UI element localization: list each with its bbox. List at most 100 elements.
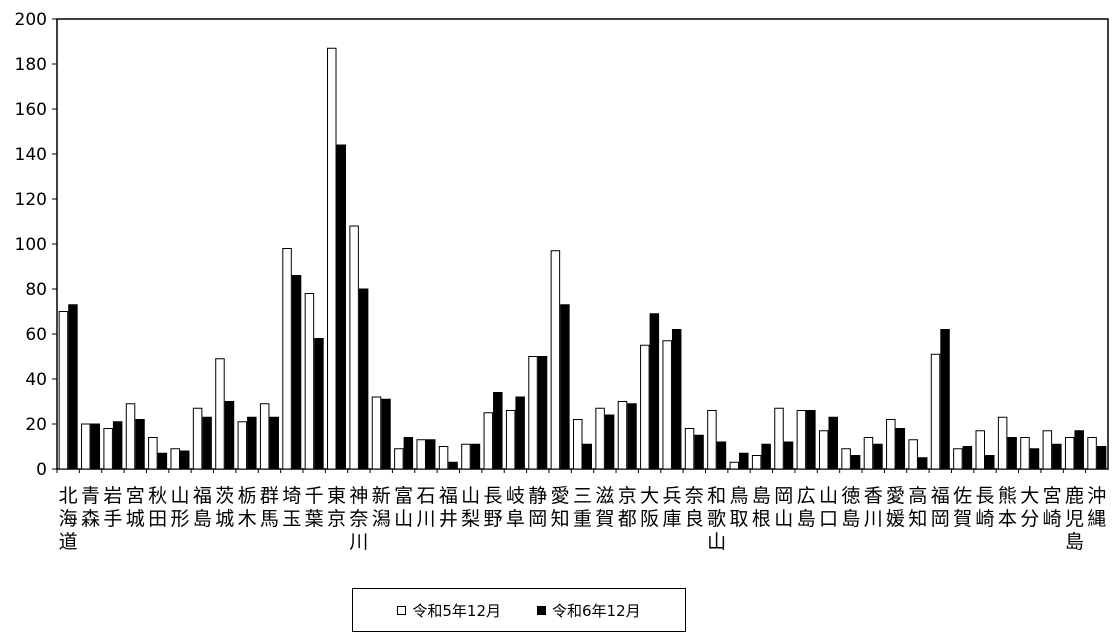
bar-r5	[751, 455, 762, 470]
x-tick-label: 宮城	[126, 485, 145, 530]
bar-r5	[103, 428, 113, 470]
bar-r6	[962, 446, 973, 470]
x-tick-label: 秋田	[148, 485, 167, 530]
x-tick-label: 栃木	[238, 485, 257, 530]
bar-r5	[461, 443, 471, 470]
bar-r6	[68, 304, 78, 470]
bar-r6	[716, 441, 727, 470]
x-tick-label: 石川	[416, 485, 435, 530]
x-tick-label: 大分	[1020, 485, 1039, 530]
bar-r5	[684, 428, 695, 470]
x-tick-label: 新潟	[372, 485, 391, 530]
y-tick-label: 100	[15, 235, 47, 255]
x-tick-label: 大阪	[640, 485, 659, 530]
bar-r6	[537, 356, 548, 470]
bar-r6	[224, 401, 235, 470]
bar-r6	[828, 416, 838, 470]
x-tick-label: 宮崎	[1043, 485, 1062, 530]
bar-r6	[1007, 437, 1017, 470]
bar-r6	[112, 421, 123, 470]
bar-r5	[349, 225, 359, 470]
bar-r5	[438, 446, 449, 470]
bar-r5	[215, 358, 225, 470]
bar-r5	[863, 437, 874, 470]
y-tick-label: 120	[15, 190, 47, 210]
bar-r5	[908, 439, 918, 470]
bar-r6	[202, 416, 212, 470]
bar-r6	[157, 452, 168, 470]
bar-r5	[483, 412, 494, 470]
x-tick-label: 青森	[81, 485, 100, 530]
bar-r5	[774, 407, 784, 470]
x-tick-label: 長崎	[976, 485, 995, 530]
bar-r5	[729, 461, 740, 470]
x-tick-label: 長野	[484, 485, 503, 530]
legend-label-series-2: 令和6年12月	[552, 601, 641, 620]
bar-r5	[1020, 437, 1030, 470]
bar-r5	[237, 421, 248, 470]
y-tick-label: 160	[15, 100, 47, 120]
bar-r6	[179, 450, 190, 470]
bar-r6	[470, 443, 481, 470]
x-tick-label: 鹿児島	[1065, 485, 1084, 553]
bar-r5	[1042, 430, 1053, 470]
bar-r6	[1074, 430, 1084, 470]
bar-r5	[953, 448, 963, 470]
x-tick-label: 広島	[797, 485, 816, 530]
y-tick-label: 0	[36, 460, 47, 480]
y-tick-label: 80	[25, 280, 47, 300]
x-tick-label: 岡山	[774, 485, 793, 530]
bar-r6	[560, 304, 570, 470]
bar-r5	[617, 401, 628, 470]
bar-r6	[269, 416, 279, 470]
x-tick-label: 富山	[394, 485, 413, 530]
bar-r6	[90, 423, 101, 470]
bar-r5	[595, 407, 605, 470]
x-tick-label: 佐賀	[953, 485, 972, 530]
bar-r5	[125, 403, 136, 470]
x-tick-label: 愛媛	[886, 485, 905, 530]
x-tick-label: 山形	[170, 485, 189, 530]
bar-r5	[573, 419, 583, 470]
x-tick-label: 福島	[193, 485, 212, 530]
x-tick-label: 福井	[439, 485, 458, 530]
bar-r5	[818, 430, 829, 470]
legend: 令和5年12月 令和6年12月	[352, 588, 686, 632]
bar-r5	[796, 410, 807, 470]
bar-r5	[640, 344, 650, 470]
bar-r6	[873, 443, 883, 470]
bar-r5	[170, 448, 180, 470]
bar-r5	[327, 47, 337, 470]
x-tick-label: 千葉	[305, 485, 324, 530]
bar-r6	[515, 396, 525, 470]
bar-r6	[649, 313, 660, 470]
bar-r5	[192, 407, 203, 470]
bar-r6	[627, 403, 637, 470]
y-tick-label: 20	[25, 415, 47, 435]
bar-r6	[761, 443, 771, 470]
bar-r5	[550, 250, 561, 470]
bar-r5	[662, 340, 672, 470]
bar-r6	[336, 144, 347, 470]
x-tick-label: 島根	[752, 485, 771, 530]
legend-swatch-black	[537, 605, 546, 615]
bar-r6	[1052, 443, 1062, 470]
bar-r5	[707, 410, 717, 470]
bar-r6	[850, 455, 861, 470]
x-tick-label: 奈良	[685, 485, 704, 530]
x-tick-label: 熊本	[998, 485, 1017, 530]
bar-r6	[985, 455, 995, 470]
bar-r6	[917, 457, 928, 470]
bar-r6	[403, 437, 414, 470]
x-tick-label: 徳島	[841, 485, 860, 530]
bar-r6	[671, 329, 682, 470]
bar-r6	[291, 275, 302, 470]
bar-r5	[148, 437, 158, 470]
x-tick-label: 香川	[864, 485, 883, 530]
bar-r5	[930, 353, 941, 470]
x-tick-label: 和歌山	[707, 485, 726, 553]
bar-r5	[997, 416, 1008, 470]
x-tick-label: 山梨	[461, 485, 480, 530]
x-tick-label: 福岡	[931, 485, 950, 530]
